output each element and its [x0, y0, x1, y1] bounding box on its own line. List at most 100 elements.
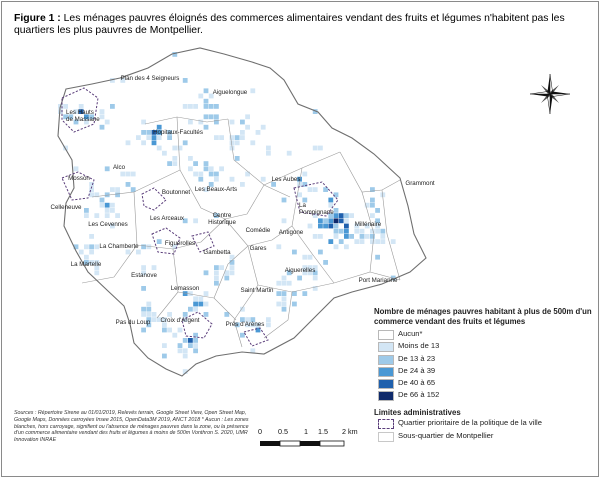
- grid-cell: [323, 187, 328, 192]
- legend-swatch: [378, 391, 394, 402]
- grid-cell: [297, 182, 302, 187]
- grid-cell: [307, 265, 313, 270]
- legend-label: De 24 à 39: [398, 365, 436, 375]
- grid-cell: [302, 171, 308, 177]
- grid-cell: [104, 213, 110, 218]
- grid-cell: [177, 348, 183, 354]
- grid-cell: [110, 78, 115, 83]
- grid-cell: [193, 296, 198, 302]
- grid-cell: [255, 130, 261, 135]
- grid-cell: [318, 223, 323, 229]
- grid-cell: [198, 296, 204, 302]
- grid-cell: [338, 213, 344, 218]
- grid-cell: [390, 239, 396, 244]
- grid-cell: [115, 187, 120, 192]
- grid-cell: [188, 119, 193, 125]
- grid-cell: [302, 197, 308, 203]
- district-label: La Chamberte: [99, 243, 139, 250]
- grid-cell: [203, 166, 209, 172]
- grid-cell: [370, 213, 375, 218]
- grid-cell: [359, 234, 365, 239]
- grid-cell: [255, 322, 261, 328]
- grid-cell: [84, 213, 89, 218]
- grid-cell: [229, 140, 235, 146]
- grid-cell: [292, 291, 297, 296]
- grid-cell: [203, 104, 209, 109]
- grid-cell: [354, 239, 360, 244]
- grid-cell: [333, 223, 339, 229]
- grid-cell: [245, 317, 250, 322]
- grid-cell: [302, 254, 308, 260]
- grid-cell: [94, 270, 100, 276]
- grid-cell: [89, 192, 94, 198]
- grid-cell: [219, 166, 224, 172]
- legend-label: Moins de 13: [398, 341, 440, 351]
- grid-cell: [146, 135, 152, 140]
- district-label: Estanove: [131, 272, 157, 279]
- grid-cell: [250, 88, 256, 94]
- legend-title: Nombre de ménages pauvres habitant à plu…: [374, 307, 592, 326]
- legend-item-moins-13: Moins de 13: [374, 341, 594, 353]
- grid-cell: [302, 291, 308, 296]
- grid-cell: [338, 228, 344, 234]
- grid-cell: [203, 270, 209, 276]
- grid-cell: [156, 135, 162, 140]
- grid-cell: [224, 270, 230, 276]
- district-label: Les Aubes: [272, 176, 301, 183]
- grid-cell: [146, 306, 152, 312]
- grid-cell: [333, 244, 339, 250]
- district-label: Gambetta: [203, 249, 231, 256]
- district-label: Mosson: [68, 175, 90, 182]
- grid-cell: [375, 208, 380, 213]
- grid-cell: [89, 244, 94, 250]
- grid-cell: [214, 104, 219, 109]
- grid-cell: [141, 270, 146, 276]
- grid-cell: [125, 182, 131, 187]
- grid-cell: [344, 228, 349, 234]
- grid-cell: [146, 317, 152, 322]
- grid-cell: [354, 223, 360, 229]
- grid-cell: [250, 348, 256, 354]
- grid-cell: [266, 322, 271, 328]
- grid-cell: [110, 208, 115, 213]
- grid-cell: [162, 322, 167, 328]
- grid-cell: [240, 130, 245, 135]
- grid-cell: [349, 213, 354, 218]
- grid-cell: [312, 234, 318, 239]
- grid-cell: [94, 192, 100, 198]
- grid-cell: [214, 270, 219, 276]
- grid-cell: [89, 249, 94, 255]
- grid-cell: [172, 244, 178, 250]
- grid-cell: [84, 114, 89, 120]
- grid-cell: [375, 228, 380, 234]
- grid-cell: [214, 265, 219, 270]
- grid-cell: [203, 124, 209, 130]
- grid-cell: [328, 239, 334, 244]
- grid-cell: [151, 265, 157, 270]
- grid-cell: [156, 239, 162, 244]
- grid-cell: [84, 119, 89, 125]
- grid-cell: [193, 104, 198, 109]
- legend-swatch: [378, 354, 394, 365]
- grid-cell: [141, 140, 146, 146]
- grid-cell: [141, 327, 146, 333]
- grid-cell: [198, 119, 204, 125]
- grid-cell: [141, 265, 146, 270]
- grid-cell: [219, 265, 224, 270]
- district-label: Près d'Arènes: [226, 321, 265, 328]
- grid-cell: [58, 109, 63, 114]
- grid-cell: [141, 312, 146, 317]
- grid-cell: [333, 213, 339, 218]
- grid-cell: [281, 197, 287, 203]
- grid-cell: [208, 114, 214, 120]
- district-label: Croix d'Argent: [160, 317, 199, 324]
- grid-cell: [193, 171, 198, 177]
- grid-cell: [156, 145, 162, 151]
- grid-cell: [167, 312, 172, 317]
- grid-cell: [78, 104, 84, 109]
- grid-cell: [172, 332, 178, 338]
- grid-cell: [286, 270, 292, 276]
- grid-cell: [99, 109, 105, 114]
- grid-cell: [333, 208, 339, 213]
- grid-cell: [208, 93, 214, 99]
